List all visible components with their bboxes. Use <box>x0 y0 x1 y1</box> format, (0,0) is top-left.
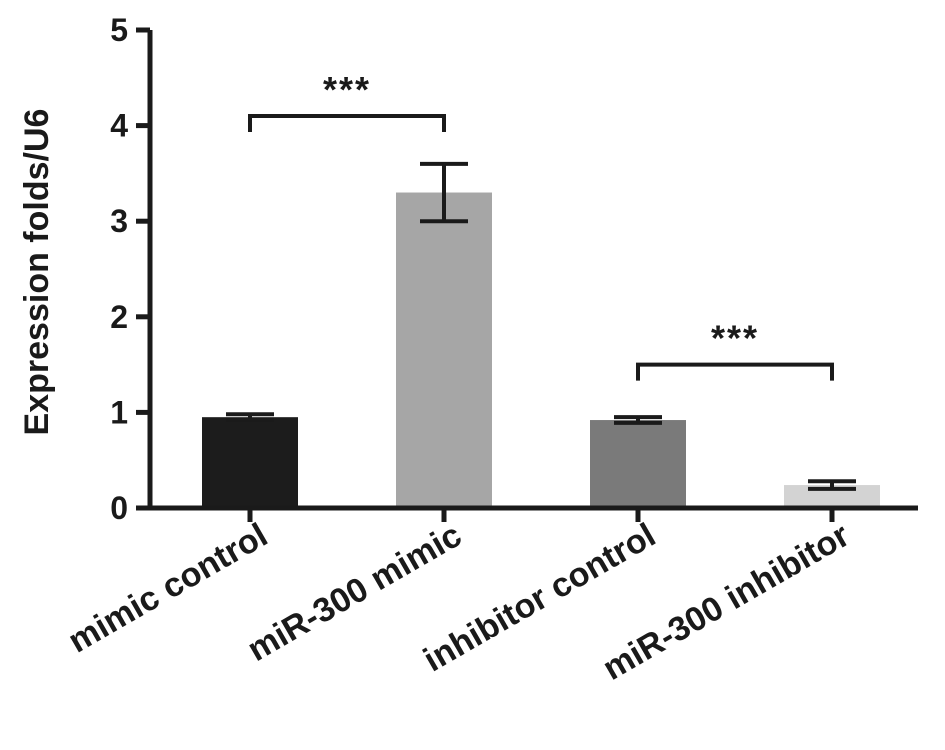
y-tick-label: 5 <box>110 12 128 48</box>
bar <box>590 420 686 508</box>
significance-label: *** <box>323 69 371 110</box>
bar <box>202 417 298 508</box>
significance-brackets: *** *** <box>248 69 834 381</box>
y-tick-label: 3 <box>110 203 128 239</box>
significance-label: *** <box>711 318 759 359</box>
bars <box>202 192 880 508</box>
y-axis-title: Expression folds/U6 <box>18 109 56 436</box>
significance-bracket <box>248 114 446 133</box>
error-bars <box>226 161 856 491</box>
axes <box>147 30 918 522</box>
y-axis-ticks: 0 1 2 3 4 5 <box>110 12 150 526</box>
y-tick-label: 0 <box>110 490 128 526</box>
y-tick-label: 4 <box>110 108 128 144</box>
y-tick-label: 2 <box>110 299 128 335</box>
bar <box>396 192 492 508</box>
y-tick-label: 1 <box>110 394 128 430</box>
significance-bracket <box>636 362 834 381</box>
